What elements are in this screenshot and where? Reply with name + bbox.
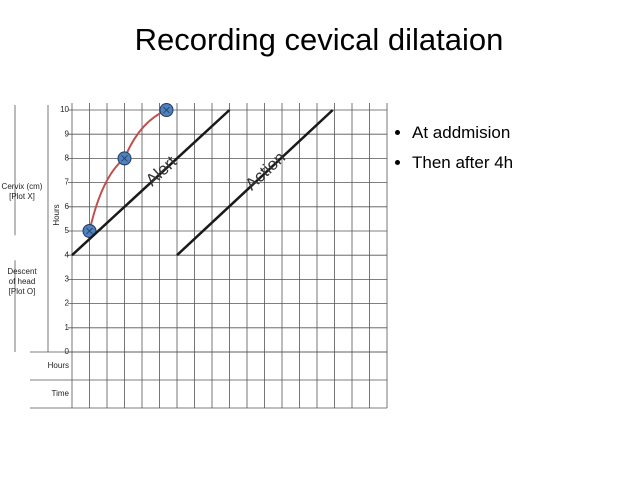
annotation: Cervix (cm) [Plot X] bbox=[2, 182, 43, 201]
y-tick-label: 8 bbox=[65, 154, 70, 163]
y-tick-label: 7 bbox=[65, 178, 70, 187]
annotation-line: of head bbox=[9, 277, 36, 286]
row-label: Hours bbox=[48, 361, 69, 370]
y-tick-label: 5 bbox=[65, 226, 70, 235]
partograph: 012345678910HoursTimeCervix (cm)[Plot X]… bbox=[2, 103, 388, 409]
marker bbox=[159, 103, 174, 117]
slide-title: Recording cevical dilataion bbox=[134, 22, 504, 57]
marker bbox=[117, 151, 132, 166]
y-tick-label: 10 bbox=[60, 105, 69, 114]
row-label: Time bbox=[52, 389, 70, 398]
bullet-list: At addmision Then after 4h bbox=[392, 118, 513, 178]
annotation: Descent of head [Plot O] bbox=[7, 267, 37, 296]
marker-cross bbox=[121, 155, 128, 162]
bullet: At addmision bbox=[412, 118, 513, 148]
annotation-line: Cervix (cm) bbox=[2, 182, 43, 191]
y-tick-label: 9 bbox=[65, 129, 70, 138]
annotation-line: [Plot X] bbox=[9, 192, 35, 201]
y-tick-label: 4 bbox=[65, 250, 70, 259]
marker-cross bbox=[86, 227, 93, 235]
y-tick-label: 1 bbox=[65, 323, 70, 332]
y-axis-label: Hours bbox=[52, 204, 61, 225]
y-tick-label: 3 bbox=[65, 275, 70, 284]
annotation-line: [Plot O] bbox=[9, 287, 36, 296]
y-tick-label: 6 bbox=[65, 202, 70, 211]
annotation-line: Descent bbox=[7, 267, 37, 276]
bullet: Then after 4h bbox=[412, 148, 513, 178]
series-line bbox=[176, 109, 334, 257]
marker-cross bbox=[163, 106, 170, 114]
series-line bbox=[71, 109, 231, 257]
y-tick-label: 2 bbox=[65, 299, 70, 308]
